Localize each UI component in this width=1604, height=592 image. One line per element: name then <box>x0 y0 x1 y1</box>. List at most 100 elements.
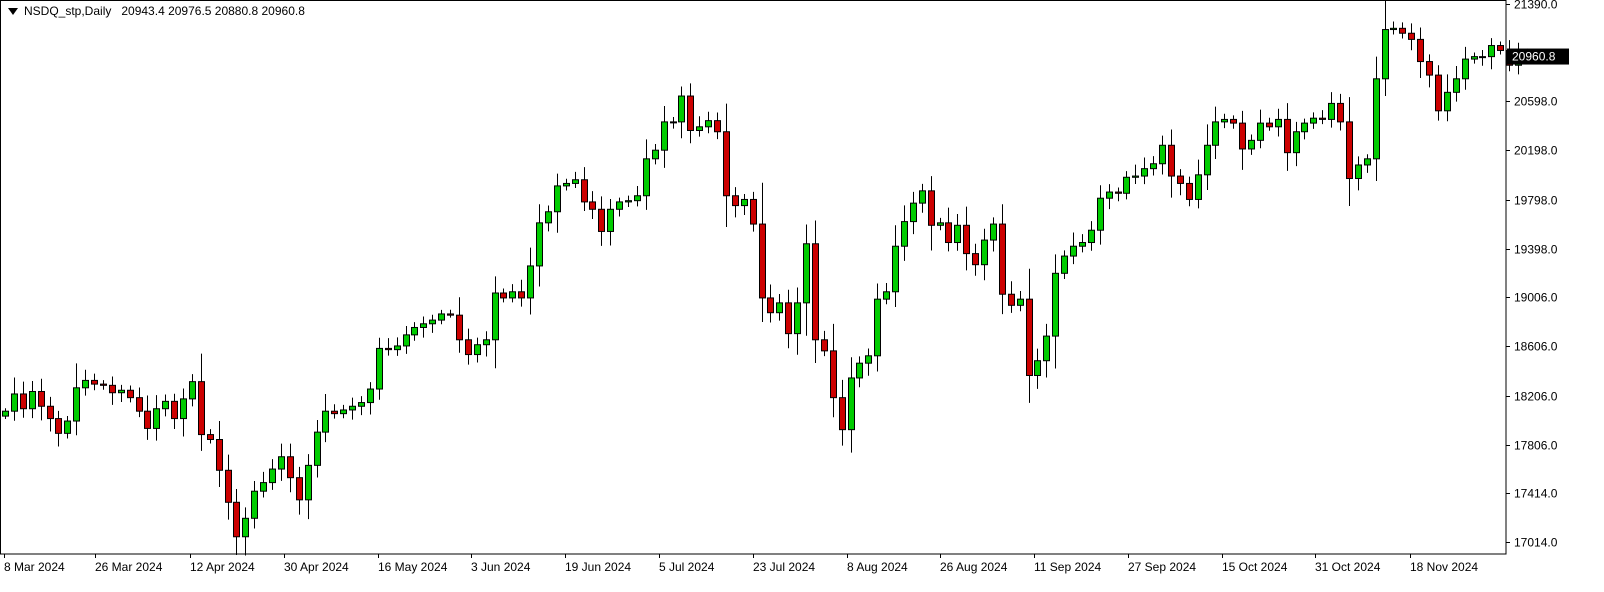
ohlc-readout: 20943.4 20976.5 20880.8 20960.8 <box>121 4 305 18</box>
y-tick-label: 19798.0 <box>1514 194 1558 208</box>
bull-candle <box>1444 91 1451 112</box>
bull-candle <box>349 405 356 411</box>
bull-candle <box>314 431 321 466</box>
bear-candle <box>465 339 472 356</box>
bear-candle <box>767 297 774 314</box>
bear-candle <box>20 393 27 410</box>
bull-candle <box>937 222 944 226</box>
bear-candle <box>1435 74 1442 112</box>
bull-candle <box>403 334 410 347</box>
bull-candle <box>438 313 445 321</box>
bear-candle <box>225 469 232 503</box>
bear-candle <box>1284 118 1291 154</box>
bear-candle <box>972 253 979 266</box>
x-tick-label: 11 Sep 2024 <box>1034 560 1101 574</box>
bear-candle <box>589 201 596 210</box>
bull-candle <box>1479 56 1486 59</box>
bear-candle <box>581 179 588 203</box>
bull-candle <box>1061 255 1068 274</box>
bull-candle <box>1159 144 1166 165</box>
bull-candle <box>652 149 659 160</box>
bull-candle <box>420 323 427 328</box>
dropdown-triangle-icon[interactable] <box>8 7 18 15</box>
bear-candle <box>1337 102 1344 123</box>
bear-candle <box>47 405 54 420</box>
bear-candle <box>38 390 45 407</box>
bear-candle <box>198 381 205 436</box>
bull-candle <box>901 221 908 247</box>
bull-candle <box>340 409 347 415</box>
bull-candle <box>990 223 997 241</box>
bull-candle <box>153 408 160 429</box>
bull-candle <box>1364 158 1371 166</box>
bull-candle <box>696 126 703 131</box>
bear-candle <box>1168 144 1175 177</box>
bull-candle <box>29 390 36 410</box>
bull-candle <box>545 211 552 224</box>
bull-candle <box>554 185 561 213</box>
y-tick-label: 17806.0 <box>1514 439 1558 453</box>
x-tick-label: 19 Jun 2024 <box>565 560 631 574</box>
bull-candle <box>1301 122 1308 133</box>
bear-candle <box>518 291 525 299</box>
x-tick-label: 26 Mar 2024 <box>95 560 163 574</box>
bull-candle <box>1017 298 1024 306</box>
bull-candle <box>269 468 276 484</box>
x-tick-label: 5 Jul 2024 <box>659 560 715 574</box>
bull-candle <box>1373 78 1380 160</box>
bear-candle <box>144 410 151 429</box>
bear-candle <box>1408 32 1415 40</box>
bear-candle <box>598 208 605 232</box>
bull-candle <box>1079 242 1086 247</box>
plot-frame <box>0 0 1507 555</box>
x-tick-label: 8 Mar 2024 <box>4 560 65 574</box>
bear-candle <box>136 397 143 412</box>
bull-candle <box>73 387 80 422</box>
bull-candle <box>1471 56 1478 60</box>
bear-candle <box>687 95 694 131</box>
bull-candle <box>322 410 329 433</box>
bull-candle <box>64 420 71 434</box>
y-tick-label: 18606.0 <box>1514 340 1558 354</box>
bear-candle <box>55 418 62 434</box>
bull-candle <box>376 347 383 390</box>
bull-candle <box>536 222 543 267</box>
bull-candle <box>1088 229 1095 244</box>
bull-candle <box>981 239 988 266</box>
bull-candle <box>305 464 312 501</box>
bear-candle <box>216 439 223 471</box>
bull-candle <box>394 345 401 351</box>
bear-candle <box>759 223 766 299</box>
bull-candle <box>358 402 365 407</box>
bear-candle <box>385 347 392 351</box>
bull-candle <box>848 377 855 431</box>
bull-candle <box>910 202 917 223</box>
current-price-box <box>1507 48 1569 65</box>
bull-candle <box>1141 168 1148 177</box>
bull-candle <box>1462 58 1469 80</box>
x-tick-label: 15 Oct 2024 <box>1222 560 1288 574</box>
bull-candle <box>1123 176 1130 194</box>
bull-candle <box>856 362 863 379</box>
bull-candle <box>1310 117 1317 124</box>
bear-candle <box>1266 122 1273 128</box>
y-tick-label: 21390.0 <box>1514 0 1558 12</box>
bear-candle <box>331 410 338 415</box>
bear-candle <box>91 379 98 385</box>
bull-candle <box>1390 27 1397 31</box>
x-tick-label: 27 Sep 2024 <box>1128 560 1196 574</box>
bull-candle <box>776 302 783 314</box>
bull-candle <box>1293 131 1300 154</box>
bull-candle <box>509 291 516 299</box>
bear-candle <box>207 434 214 441</box>
bull-candle <box>1034 360 1041 376</box>
bull-candle <box>2 410 9 417</box>
bull-candle <box>1212 121 1219 146</box>
x-tick-label: 18 Nov 2024 <box>1410 560 1478 574</box>
x-tick-label: 30 Apr 2024 <box>284 560 349 574</box>
y-tick-label: 18206.0 <box>1514 390 1558 404</box>
x-tick-label: 31 Oct 2024 <box>1315 560 1381 574</box>
bear-candle <box>1008 293 1015 306</box>
bull-candle <box>705 120 712 128</box>
